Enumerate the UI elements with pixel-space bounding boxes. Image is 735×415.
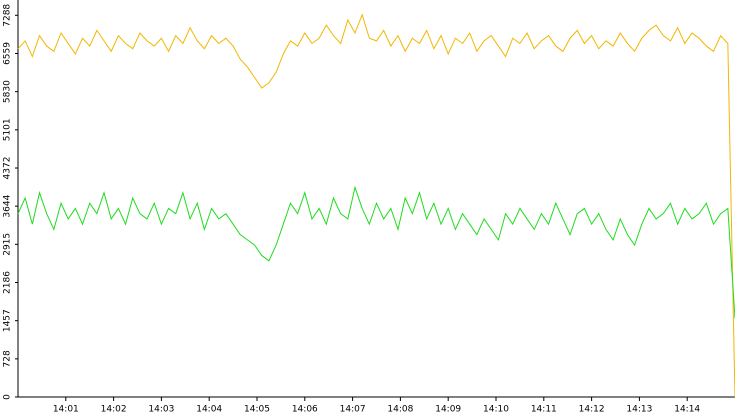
x-tick-label: 14:06 (292, 405, 318, 415)
series-line (17, 13, 735, 398)
y-tick-label: 1457 (3, 309, 13, 332)
y-tick-label: 5830 (3, 80, 13, 103)
x-tick-label: 14:05 (244, 405, 270, 415)
y-tick-label: 4372 (3, 157, 13, 180)
y-tick-label: 6559 (3, 42, 13, 65)
y-tick-label: 0 (3, 394, 13, 400)
series-line (17, 185, 735, 319)
x-tick-label: 14:07 (340, 405, 366, 415)
y-tick-label: 2915 (3, 233, 13, 256)
y-tick-label: 3644 (3, 194, 13, 217)
x-tick-label: 14:03 (148, 405, 174, 415)
y-tick-label: 5101 (3, 118, 13, 141)
x-tick-label: 14:10 (483, 405, 509, 415)
x-tick-label: 14:14 (674, 405, 700, 415)
x-tick-label: 14:02 (101, 405, 127, 415)
x-tick-label: 14:08 (387, 405, 413, 415)
y-tick-label: 728 (3, 350, 13, 367)
x-tick-label: 14:12 (579, 405, 605, 415)
x-tick-label: 14:09 (435, 405, 461, 415)
y-tick-label: 2186 (3, 271, 13, 294)
y-tick-label: 7288 (3, 4, 13, 27)
x-tick-label: 14:01 (53, 405, 79, 415)
x-tick-label: 14:04 (196, 405, 222, 415)
x-tick-label: 14:13 (626, 405, 652, 415)
x-tick-label: 14:11 (531, 405, 557, 415)
